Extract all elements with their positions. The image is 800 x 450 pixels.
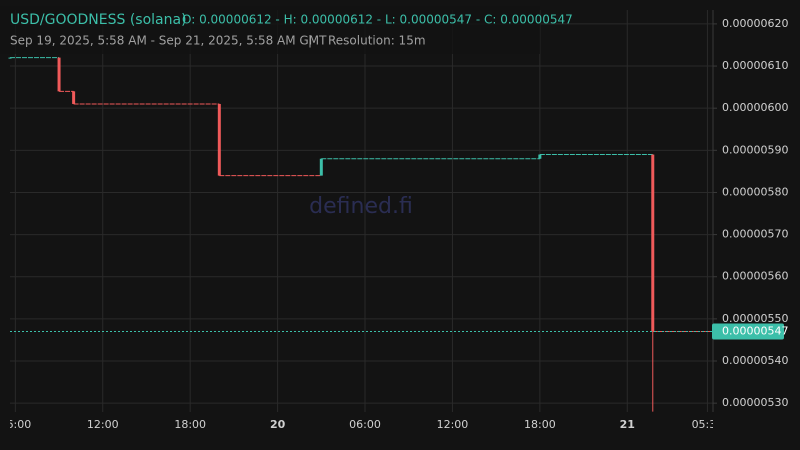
candle-body: [319, 158, 323, 176]
last-price-label: 0.00000547: [722, 325, 788, 338]
y-tick-label: 0.00000560: [722, 270, 788, 283]
x-tick-label: 18:00: [524, 418, 556, 431]
candle-body: [651, 154, 655, 332]
x-tick-label: 06:00: [0, 418, 31, 431]
y-axis: 0.00000530 0.00000540 0.00000550 0.00000560…: [712, 17, 788, 409]
header-bg: [0, 6, 540, 54]
marks: [8, 57, 713, 412]
candle-body: [538, 154, 542, 159]
x-tick-label: 06:00: [349, 418, 381, 431]
watermark: defined.fi: [309, 194, 413, 219]
ohlc-label: O: 0.00000612 - H: 0.00000612 - L: 0.000…: [182, 13, 573, 27]
x-tick-label: 12:00: [437, 418, 469, 431]
x-tick-label: 21: [620, 418, 635, 431]
x-tick-label: 18:00: [174, 418, 206, 431]
x-tick-label: 05:30: [692, 418, 724, 431]
y-tick-label: 0.00000620: [722, 17, 788, 30]
y-tick-label: 0.00000540: [722, 354, 788, 367]
candle-body: [57, 57, 61, 92]
y-tick-label: 0.00000580: [722, 185, 788, 198]
y-tick-label: 0.00000590: [722, 143, 788, 156]
grid: [10, 10, 713, 412]
y-tick-label: 0.00000600: [722, 101, 788, 114]
resolution: Resolution: 15m: [328, 34, 426, 48]
chart-title: USD/GOODNESS (solana): [10, 12, 187, 28]
y-tick-label: 0.00000550: [722, 312, 788, 325]
y-tick-label: 0.00000530: [722, 396, 788, 409]
x-tick-label: 20: [270, 418, 286, 431]
subtitle: Sep 19, 2025, 5:58 AM - Sep 21, 2025, 5:…: [10, 34, 327, 48]
y-tick-label: 0.00000610: [722, 59, 788, 72]
x-axis: 06:00 12:00 18:00 20 06:00 12:00 18:00 21 05:30: [0, 418, 724, 431]
separator: |: [308, 34, 312, 48]
y-tick-label: 0.00000570: [722, 228, 788, 241]
candle-body: [72, 91, 76, 104]
last-price-badge: [712, 323, 784, 340]
candle-body: [217, 103, 221, 176]
x-tick-label: 12:00: [87, 418, 119, 431]
